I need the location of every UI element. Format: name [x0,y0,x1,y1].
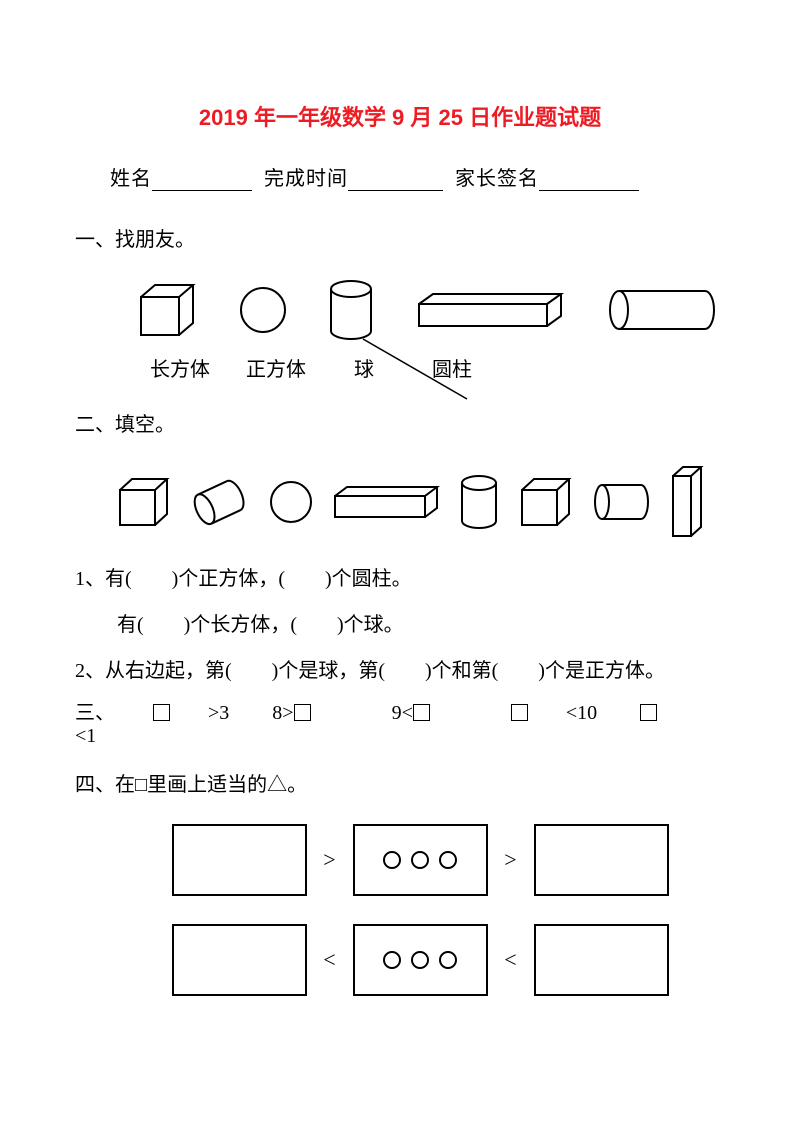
circle-icon [411,851,429,869]
label-cylinder: 圆柱 [432,353,472,382]
label-cube: 正方体 [246,353,306,382]
circle-icon [269,480,313,524]
sign-label: 家长签名 [455,168,539,190]
lt-sign: < [321,947,339,973]
cylinder-tilted-icon [189,476,251,528]
gt-sign: > [321,847,339,873]
lt-sign: < [502,947,520,973]
page-title: 2019 年一年级数学 9 月 25 日作业题试题 [75,100,725,132]
cuboid-icon [331,483,441,521]
q2-heading: 二、填空。 [75,404,725,446]
q3-row: 三、>3 8> 9< <10 <1 [75,696,725,748]
q2-line1b: 有( )个长方体，( )个球。 [117,604,725,646]
q4-row1: > > [115,824,725,896]
tall-cuboid-icon [669,464,705,540]
compare-box [534,824,669,896]
cube-icon [135,281,197,339]
circle-icon [383,951,401,969]
compare-box [172,924,307,996]
cuboid-long-icon [415,290,565,330]
circle-icon [439,851,457,869]
q2-line1a: 1、有( )个正方体，( )个圆柱。 [75,558,725,600]
compare-box [534,924,669,996]
q3-item-3: <10 [511,702,597,724]
sign-blank [539,173,639,191]
q3-item-2: 9< [392,702,468,724]
cylinder-icon [459,474,499,530]
q2-line2: 2、从右边起，第( )个是球，第( )个和第( )个是正方体。 [75,650,725,692]
time-blank [348,173,443,191]
circle-icon [411,951,429,969]
name-label: 姓名 [110,168,152,190]
cube-icon [115,475,171,529]
cylinder-horiz-icon [607,289,717,331]
compare-box [172,824,307,896]
cube-icon [517,475,573,529]
q3-item-0: >3 [153,702,229,724]
q1-heading: 一、找朋友。 [75,219,725,261]
label-cuboid: 长方体 [150,353,210,382]
cylinder-icon [329,279,373,341]
q4-row2: < < [115,924,725,996]
time-label: 完成时间 [264,168,348,190]
name-blank [152,173,252,191]
q1-shapes [135,279,725,341]
compare-box-circles [353,924,488,996]
gt-sign: > [502,847,520,873]
circle-icon [383,851,401,869]
cylinder-horiz-icon [591,481,651,523]
q2-shapes [115,464,725,540]
q4-heading: 四、在□里画上适当的△。 [75,764,725,806]
q3-item-1: 8> [272,702,348,724]
label-sphere: 球 [354,353,374,382]
compare-box-circles [353,824,488,896]
q1-labels: 长方体 正方体 球 圆柱 [150,353,725,382]
q3-prefix: 三、 [75,702,115,724]
info-line: 姓名 完成时间 家长签名 [110,162,725,191]
circle-icon [239,286,287,334]
circle-icon [439,951,457,969]
